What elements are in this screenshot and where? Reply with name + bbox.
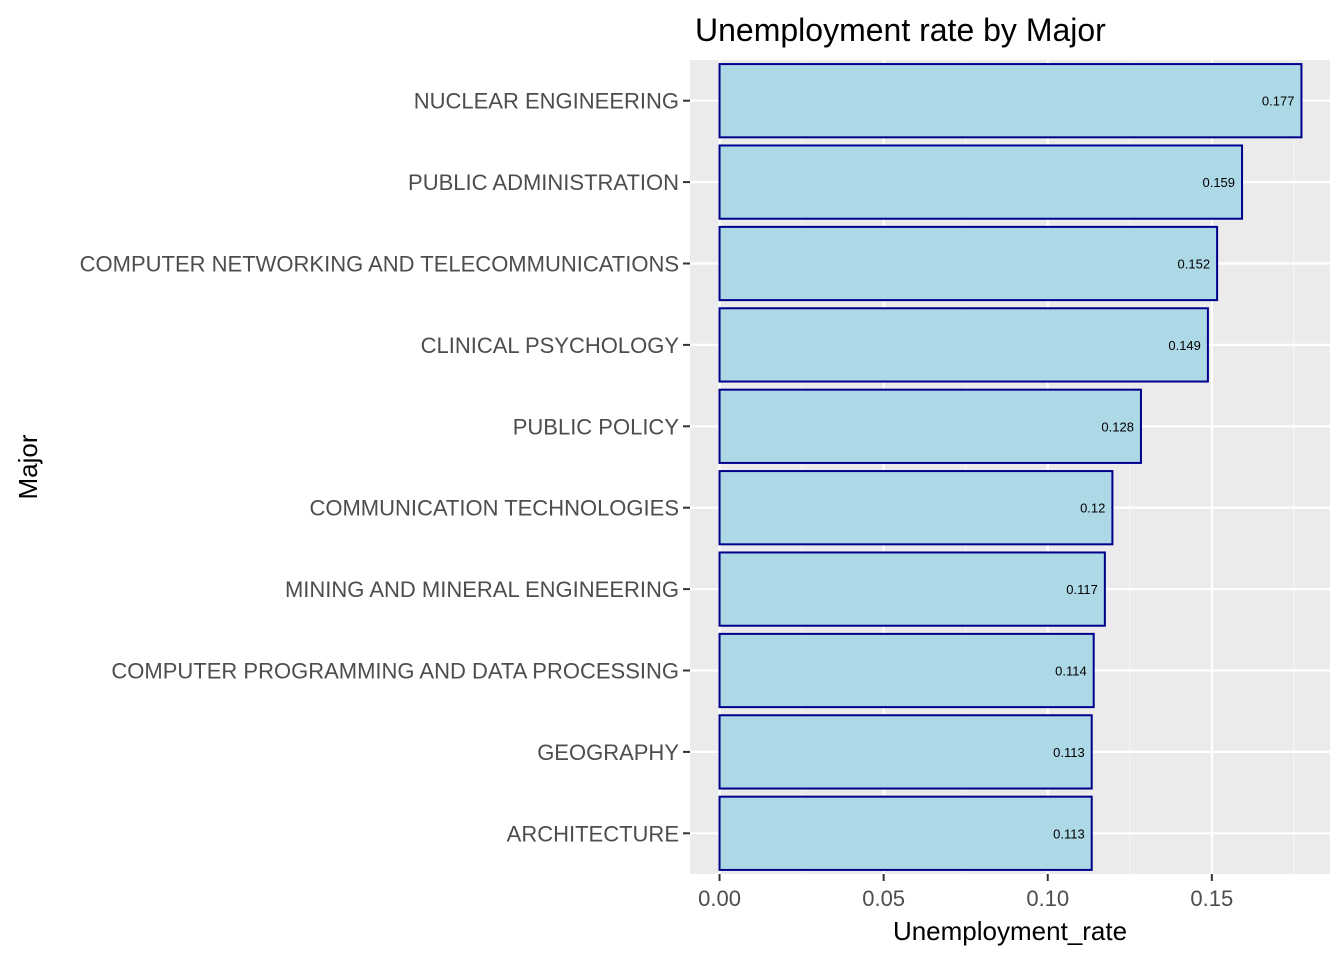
bar-value-label: 0.113	[1053, 745, 1085, 760]
x-tick-label: 0.05	[862, 886, 905, 911]
bar-value-label: 0.114	[1055, 664, 1087, 679]
bar	[718, 714, 1093, 790]
bar-value-label: 0.128	[1101, 419, 1134, 434]
x-tick-label: 0.15	[1190, 886, 1233, 911]
x-axis: 0.00 0.05 0.10 0.15	[698, 874, 1233, 911]
bar-value-label: 0.177	[1262, 94, 1295, 109]
y-tick-label: ARCHITECTURE	[507, 821, 679, 846]
bars	[718, 63, 1303, 871]
bar	[718, 470, 1114, 546]
y-tick-label: GEOGRAPHY	[537, 740, 679, 765]
bar	[718, 795, 1093, 871]
bar-value-label: 0.152	[1178, 257, 1211, 272]
bar	[718, 632, 1095, 709]
bar-value-label: 0.117	[1066, 582, 1098, 597]
bar	[718, 551, 1106, 627]
bar	[718, 63, 1303, 139]
bar	[718, 225, 1219, 302]
y-tick-label: PUBLIC POLICY	[513, 414, 680, 439]
y-tick-label: PUBLIC ADMINISTRATION	[408, 170, 679, 195]
y-tick-label: MINING AND MINERAL ENGINEERING	[285, 577, 679, 602]
y-tick-label: CLINICAL PSYCHOLOGY	[421, 333, 680, 358]
y-axis-title: Major	[13, 434, 43, 499]
y-tick-label: COMPUTER NETWORKING AND TELECOMMUNICATIO…	[80, 252, 679, 277]
chart-title: Unemployment rate by Major	[695, 12, 1106, 48]
y-axis: NUCLEAR ENGINEERING PUBLIC ADMINISTRATION…	[80, 89, 690, 846]
bar-value-label: 0.149	[1168, 338, 1201, 353]
y-tick-label: NUCLEAR ENGINEERING	[414, 89, 679, 114]
x-axis-title: Unemployment_rate	[893, 916, 1127, 946]
y-tick-label: COMPUTER PROGRAMMING AND DATA PROCESSING	[111, 659, 679, 684]
bar-value-label: 0.12	[1080, 501, 1105, 516]
x-tick-label: 0.00	[698, 886, 741, 911]
x-tick-label: 0.10	[1026, 886, 1069, 911]
y-tick-label: COMMUNICATION TECHNOLOGIES	[309, 496, 679, 521]
bar-value-label: 0.159	[1202, 175, 1235, 190]
bar	[718, 307, 1209, 383]
bar	[718, 144, 1244, 220]
bar	[718, 388, 1142, 464]
bar-value-label: 0.113	[1053, 826, 1085, 841]
bar-value-labels: 0.177 0.159 0.152 0.149 0.128 0.12 0.117 0.114 0…	[1053, 94, 1294, 842]
